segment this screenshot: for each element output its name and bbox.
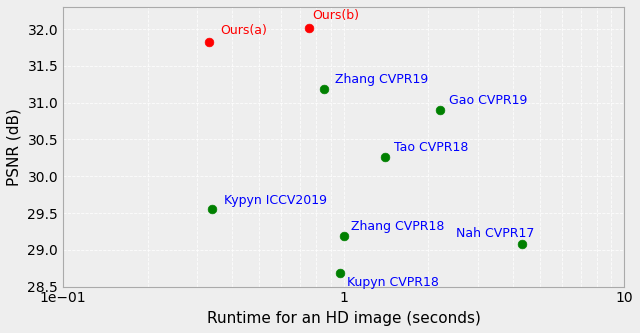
Text: Ours(a): Ours(a) (220, 24, 267, 37)
Text: Zhang CVPR19: Zhang CVPR19 (335, 74, 429, 87)
X-axis label: Runtime for an HD image (seconds): Runtime for an HD image (seconds) (207, 311, 481, 326)
Point (207, 207, 218, 212)
Text: Kupyn CVPR18: Kupyn CVPR18 (347, 276, 439, 289)
Point (319, 87, 329, 92)
Point (204, 40, 214, 45)
Text: Ours(b): Ours(b) (312, 9, 359, 22)
Y-axis label: PSNR (dB): PSNR (dB) (7, 108, 22, 186)
Point (517, 241, 527, 247)
Point (303, 26, 314, 31)
Text: Gao CVPR19: Gao CVPR19 (449, 94, 527, 107)
Text: Zhang CVPR18: Zhang CVPR18 (351, 220, 444, 233)
Point (339, 233, 349, 238)
Point (335, 270, 345, 275)
Text: Nah CVPR17: Nah CVPR17 (456, 226, 534, 239)
Text: Tao CVPR18: Tao CVPR18 (394, 141, 468, 154)
Point (435, 107, 445, 113)
Point (380, 155, 390, 160)
Text: Kypyn ICCV2019: Kypyn ICCV2019 (224, 194, 327, 207)
